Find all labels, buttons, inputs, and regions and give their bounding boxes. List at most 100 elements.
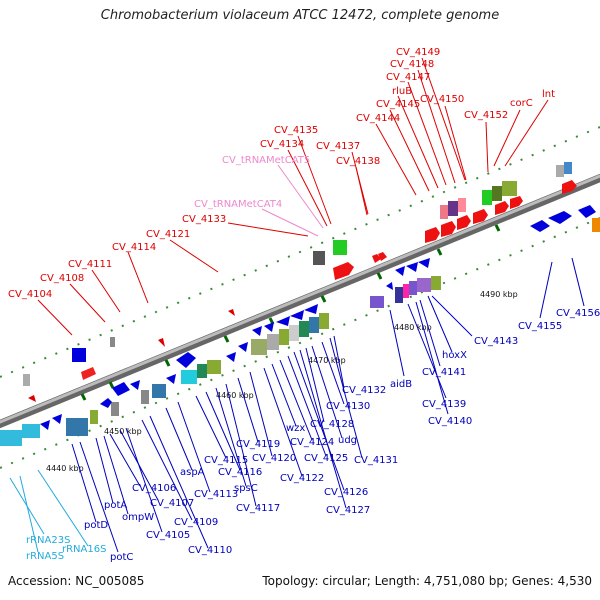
gene-label: potA	[104, 500, 127, 511]
gene-block	[319, 313, 329, 329]
gene-block	[152, 384, 166, 398]
gene-arrow	[406, 262, 418, 272]
gene-block	[440, 205, 448, 219]
gene-block	[502, 181, 517, 196]
gene-arrow	[238, 342, 248, 352]
gene-arrow	[226, 352, 236, 362]
gene-block	[289, 325, 299, 341]
map-title: Chromobacterium violaceum ATCC 12472, co…	[100, 8, 500, 23]
gene-label: hoxX	[442, 350, 467, 361]
leader-lines-top	[37, 57, 549, 336]
reverse-genes	[0, 205, 600, 446]
gene-label: wzx	[286, 423, 305, 434]
gene-label: CV_4130	[326, 401, 370, 412]
gene-label: CV_4107	[150, 498, 194, 509]
genome-summary: Topology: circular; Length: 4,751,080 bp…	[262, 574, 592, 588]
gene-label: CV_4137	[316, 141, 360, 152]
gene-block	[370, 296, 384, 308]
gene-block	[23, 374, 30, 386]
gene-label: CV_4156	[556, 308, 600, 319]
scale-ticks	[80, 224, 501, 401]
gene-label: CV_4148	[390, 59, 434, 70]
gene-label: rluB	[392, 86, 412, 97]
gene-label: ompW	[122, 512, 154, 523]
gene-arrow	[28, 395, 36, 402]
gene-arrow	[530, 220, 550, 232]
gene-label: CV_4119	[236, 439, 280, 450]
gene-arrow	[228, 309, 235, 316]
gene-label: CV_4143	[474, 336, 518, 347]
axis-tick-label: 4480 kbp	[394, 323, 432, 332]
gene-label: CV_4122	[280, 473, 324, 484]
gene-block	[492, 186, 502, 201]
gene-arrow	[264, 322, 274, 332]
gene-label: CV_4111	[68, 259, 112, 270]
gene-label: CV_4117	[236, 503, 280, 514]
accession-label: Accession: NC_005085	[8, 574, 145, 588]
gene-label: CV_4109	[174, 517, 218, 528]
gene-block	[299, 321, 309, 337]
gene-label: potD	[84, 520, 108, 531]
gene-label: CV_4134	[260, 139, 304, 150]
gene-label: CV_4113	[194, 489, 238, 500]
gene-arrow	[473, 209, 488, 224]
gene-block	[0, 430, 22, 446]
gene-label: CV_tRNAMetCAT4	[194, 199, 282, 210]
gene-label: CV_4150	[420, 94, 464, 105]
gene-arrow	[510, 196, 523, 209]
gene-label: CV_4140	[428, 416, 472, 427]
axis-tick-label: 4460 kbp	[216, 391, 254, 400]
gene-arrow	[386, 282, 393, 290]
gene-label: CV_4132	[342, 385, 386, 396]
gene-label: aspA	[180, 467, 205, 478]
gene-label: CV_tRNAMetCAT5	[222, 155, 310, 166]
top-gene-labels: CV_4104 CV_4108 CV_4111 CV_4114 CV_4121 …	[8, 47, 555, 300]
gene-arrow	[578, 205, 596, 218]
gene-arrow	[130, 380, 140, 390]
gene-label: CV_4141	[422, 367, 466, 378]
gene-block	[309, 317, 319, 333]
gene-arrow	[372, 254, 381, 263]
ring-inner-guide	[0, 217, 600, 469]
gene-arrow	[395, 266, 405, 276]
gene-label: CV_4116	[218, 467, 262, 478]
gene-block	[564, 162, 572, 174]
gene-block	[22, 424, 40, 438]
axis-tick-label: 4470 kbp	[308, 356, 346, 365]
gene-label: CV_4145	[376, 99, 420, 110]
gene-block	[207, 360, 221, 374]
gene-label: CV_4133	[182, 214, 226, 225]
gene-label: CV_4155	[518, 321, 562, 332]
gene-block	[556, 165, 564, 177]
leader-lines-bottom	[9, 257, 585, 553]
gene-label: CV_4147	[386, 72, 430, 83]
gene-block	[267, 334, 279, 350]
gene-label: CV_4110	[188, 545, 232, 556]
bottom-gene-labels: rRNA23S rRNA5S rRNA16S potD potC potA om…	[26, 308, 600, 563]
gene-label: rRNA23S	[26, 535, 70, 546]
gene-arrow	[52, 414, 62, 424]
gene-label: CV_4139	[422, 399, 466, 410]
gene-block	[482, 190, 492, 205]
gene-arrow	[112, 382, 130, 396]
gene-label: CV_4135	[274, 125, 318, 136]
gene-arrow	[176, 352, 196, 368]
gene-block	[592, 218, 600, 232]
gene-label: CV_4152	[464, 110, 508, 121]
gene-block	[181, 370, 197, 384]
axis-labels: 4440 kbp 4450 kbp 4460 kbp 4470 kbp 4480…	[46, 290, 518, 473]
gene-block	[458, 198, 466, 212]
gene-label: lnt	[542, 89, 555, 100]
gene-label: rRNA16S	[62, 544, 106, 555]
gene-block	[72, 348, 86, 362]
gene-block	[403, 284, 409, 298]
axis-tick-label: 4450 kbp	[104, 427, 142, 436]
gene-arrow	[304, 304, 318, 314]
gene-arrow	[166, 374, 176, 384]
gene-arrow	[333, 262, 354, 280]
gene-arrow	[40, 420, 50, 430]
gene-arrow	[290, 310, 304, 320]
gene-arrow	[441, 221, 456, 237]
gene-arrow	[276, 316, 290, 326]
gene-arrow	[457, 215, 471, 230]
